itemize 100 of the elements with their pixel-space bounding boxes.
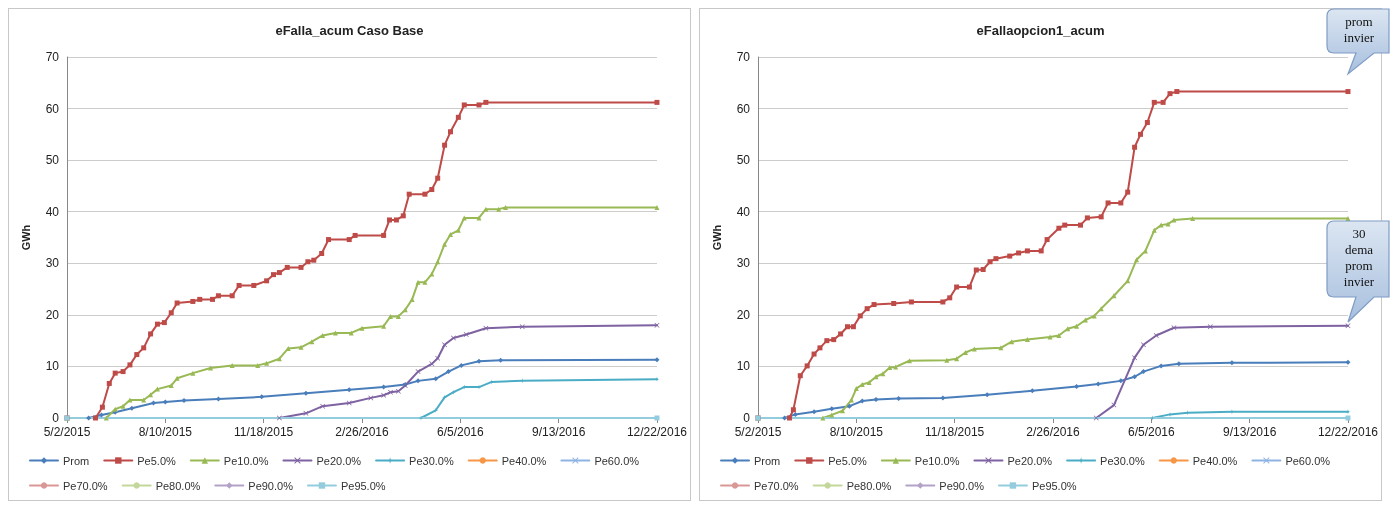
point	[519, 324, 525, 330]
point	[388, 313, 393, 319]
point	[840, 408, 846, 414]
point	[387, 217, 393, 223]
x-tick-label: 9/13/2016	[1222, 425, 1277, 439]
point	[896, 395, 902, 401]
y-tick-label: 40	[45, 204, 60, 219]
point	[1098, 306, 1104, 312]
legend-label: Pe20.0%	[316, 454, 362, 467]
point	[442, 394, 448, 400]
point	[381, 232, 387, 238]
point	[346, 387, 352, 393]
point	[1082, 317, 1088, 323]
point	[168, 310, 174, 316]
point	[305, 259, 311, 265]
point	[829, 406, 835, 412]
y-tick-label: 0	[743, 411, 751, 425]
point	[1165, 221, 1171, 227]
point	[873, 396, 879, 402]
point	[422, 279, 428, 285]
point	[151, 400, 157, 406]
point	[1118, 378, 1124, 384]
point	[406, 191, 412, 197]
legend-label: Pe95.0%	[340, 479, 386, 492]
point	[817, 345, 823, 351]
point	[1098, 214, 1104, 220]
point	[442, 241, 448, 247]
x-tick-label: 6/5/2016	[1127, 425, 1175, 439]
point	[463, 331, 469, 337]
point	[276, 356, 282, 362]
point	[498, 357, 504, 363]
legend-label: Pe60.0%	[1285, 454, 1331, 467]
point	[103, 415, 109, 421]
y-tick-label: 40	[736, 204, 751, 219]
text: prom invier	[1342, 14, 1376, 46]
point	[1138, 131, 1143, 137]
point	[161, 320, 167, 326]
point	[654, 357, 660, 363]
point	[154, 386, 160, 392]
point	[966, 284, 972, 290]
point	[127, 362, 133, 368]
point	[906, 358, 912, 364]
point	[276, 270, 282, 276]
point	[99, 404, 105, 410]
legend-label: Pe95.0%	[1031, 479, 1077, 492]
point	[973, 267, 979, 273]
point	[148, 392, 154, 398]
point	[987, 259, 993, 265]
point	[1160, 99, 1166, 105]
point	[285, 345, 291, 351]
legend-label: Prom	[754, 454, 781, 467]
y-tick-label: 60	[736, 101, 751, 116]
point	[381, 323, 387, 329]
point	[1158, 222, 1164, 228]
y-tick-label: 70	[45, 50, 60, 64]
point	[908, 299, 914, 305]
point	[503, 205, 509, 211]
point	[236, 282, 242, 288]
point	[174, 375, 180, 381]
point	[980, 266, 986, 272]
y-tick-label: 10	[736, 359, 751, 374]
point	[483, 206, 489, 212]
point	[820, 415, 826, 421]
point	[1125, 189, 1131, 195]
point	[270, 272, 276, 278]
point	[112, 370, 118, 376]
point	[229, 293, 235, 299]
point	[1140, 342, 1146, 348]
point	[352, 232, 358, 238]
point	[1118, 200, 1124, 206]
point	[873, 374, 879, 380]
point	[320, 332, 326, 338]
y-tick-label: 60	[45, 101, 60, 116]
point	[93, 415, 99, 421]
point	[871, 302, 877, 308]
point	[154, 321, 160, 327]
y-tick-label: 10	[45, 359, 60, 374]
point	[197, 296, 203, 302]
y-tick-label: 30	[736, 256, 751, 271]
point	[859, 381, 865, 387]
point	[326, 237, 332, 243]
point	[134, 352, 140, 358]
legend-label: Pe70.0%	[754, 479, 799, 492]
y-tick-label: 50	[45, 153, 60, 168]
y-axis-title: GWh	[19, 224, 32, 251]
point	[264, 360, 270, 366]
legend-label: Pe5.0%	[137, 454, 177, 467]
point	[1084, 215, 1090, 221]
point	[162, 399, 168, 405]
point	[866, 379, 872, 385]
point	[319, 250, 325, 256]
point	[381, 392, 387, 398]
point	[1144, 120, 1150, 125]
point	[853, 386, 859, 392]
point	[450, 389, 456, 395]
point	[264, 278, 270, 284]
legend-label: Pe30.0%	[409, 454, 454, 467]
point	[1074, 384, 1080, 390]
legend-label: Pe20.0%	[1007, 454, 1053, 467]
y-tick-label: 70	[736, 50, 751, 64]
